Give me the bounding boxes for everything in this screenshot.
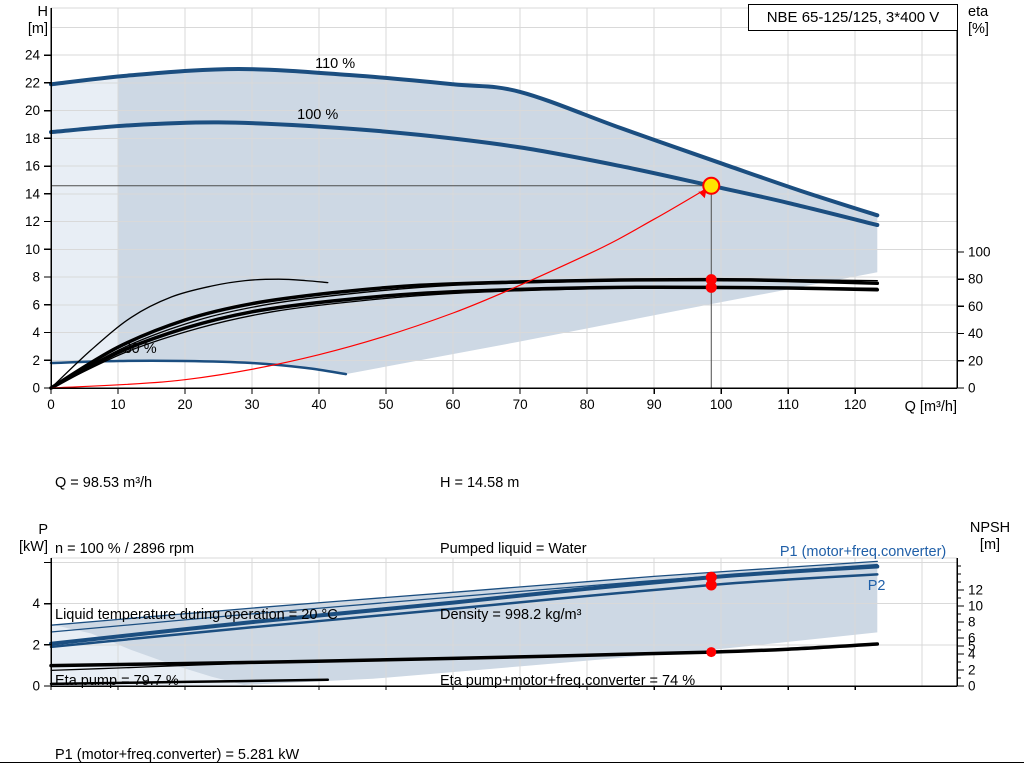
svg-text:2: 2 (32, 353, 40, 368)
pump-model-title: NBE 65-125/125, 3*400 V (748, 4, 958, 31)
svg-text:12: 12 (25, 214, 40, 229)
low-flow-region (51, 76, 118, 363)
svg-text:22: 22 (25, 75, 40, 90)
info-line: Pumped liquid = Water (440, 541, 587, 557)
svg-text:30: 30 (245, 397, 260, 412)
eta-total-point-marker (705, 281, 717, 293)
svg-text:40: 40 (312, 397, 327, 412)
svg-text:14: 14 (25, 186, 41, 201)
svg-text:90: 90 (647, 397, 662, 412)
curve-eta-pump-110 (50, 278, 878, 389)
svg-text:50: 50 (379, 397, 394, 412)
tick-marks (44, 54, 964, 394)
svg-text:0: 0 (968, 381, 976, 396)
power-envelope (51, 561, 878, 686)
svg-text:2: 2 (32, 637, 40, 652)
curve-label: 30 % (124, 341, 157, 357)
curve-eta-reduced-speed (50, 278, 329, 389)
svg-text:0: 0 (47, 397, 55, 412)
svg-text:4: 4 (968, 647, 976, 662)
svg-text:18: 18 (25, 131, 40, 146)
info-line: n = 100 % / 2896 rpm (55, 541, 195, 557)
svg-text:20: 20 (25, 103, 40, 118)
h-axis-title: H [m] (27, 4, 48, 37)
system-curve-arrowhead-icon (698, 190, 707, 199)
eta-pump-point-marker (705, 274, 717, 286)
svg-text:6: 6 (968, 631, 976, 646)
info-line: Liquid temperature during operation = 20… (55, 607, 338, 623)
npsh-point-marker (706, 647, 717, 658)
p-axis-title: P [kW] (19, 522, 48, 555)
svg-text:40: 40 (968, 326, 983, 341)
svg-text:24: 24 (25, 48, 41, 63)
duty-point-marker[interactable] (702, 176, 721, 195)
svg-text:110: 110 (777, 397, 799, 412)
svg-text:100: 100 (968, 244, 991, 259)
svg-text:6: 6 (32, 297, 40, 312)
svg-text:12: 12 (968, 583, 983, 598)
svg-text:10: 10 (25, 242, 40, 257)
svg-text:4: 4 (32, 596, 40, 611)
curve-p1-110-upper (50, 560, 878, 626)
svg-text:8: 8 (968, 615, 976, 630)
svg-text:100: 100 (710, 397, 733, 412)
info-line: Eta pump+motor+freq.converter = 74 % (440, 673, 696, 689)
head-efficiency-chart: 0 10 20 30 40 50 60 70 80 90 100 110 120024681012141… (25, 7, 991, 412)
svg-text:60: 60 (968, 299, 983, 314)
curve-label: P2 (868, 578, 886, 594)
svg-text:4: 4 (32, 325, 40, 340)
svg-text:8: 8 (32, 270, 40, 285)
svg-text:80: 80 (580, 397, 595, 412)
curve-system-curve (50, 185, 712, 389)
info-line: Eta pump = 79.7 % (55, 673, 179, 689)
svg-text:70: 70 (513, 397, 528, 412)
svg-text:2: 2 (968, 663, 976, 678)
eta-axis-title: eta [%] (968, 4, 989, 37)
curve-npsh (49, 642, 880, 668)
svg-text:120: 120 (844, 397, 867, 412)
info-line: Density = 998.2 kg/m³ (440, 607, 582, 623)
svg-text:0: 0 (968, 679, 976, 694)
curve-label: 110 % (315, 56, 355, 72)
svg-text:10: 10 (110, 397, 125, 412)
tick-marks (44, 561, 964, 690)
curve-label: 100 % (297, 107, 338, 123)
curve-eta-total-110 (50, 286, 878, 389)
svg-text:0: 0 (32, 381, 40, 396)
q-axis-title: Q [m³/h] (904, 399, 957, 415)
curve-label: P1 (motor+freq.converter) (780, 544, 946, 560)
p1-point-marker (705, 571, 717, 583)
duty-info-right: H = 14.58 m Pumped liquid = Water Densit… (440, 428, 695, 736)
curve-speed-30 (49, 359, 348, 376)
curve-p1-100 (49, 564, 880, 646)
svg-text:60: 60 (446, 397, 461, 412)
curve-speed-110 (49, 66, 880, 218)
svg-text:80: 80 (968, 272, 983, 287)
svg-text:5: 5 (968, 639, 976, 654)
npsh-axis-title: NPSH [m] (969, 520, 1011, 553)
power-info: P1 (motor+freq.converter) = 5.281 kW P2 … (55, 699, 299, 781)
svg-text:0: 0 (32, 679, 40, 694)
pump-model-label: NBE 65-125/125, 3*400 V (766, 9, 940, 26)
info-line: P1 (motor+freq.converter) = 5.281 kW (55, 747, 300, 763)
curve-speed-100 (49, 120, 880, 227)
info-line: H = 14.58 m (440, 475, 520, 491)
info-line: Q = 98.53 m³/h (55, 475, 153, 491)
tick-labels: 0 10 20 30 40 50 60 70 80 90 100 110 120024681012141… (25, 48, 991, 412)
duty-info-left: Q = 98.53 m³/h n = 100 % / 2896 rpm Liqu… (55, 428, 338, 736)
svg-text:16: 16 (25, 159, 40, 174)
curve-p2-100 (49, 573, 879, 649)
svg-text:20: 20 (178, 397, 193, 412)
curve-p-30 (49, 678, 330, 686)
bottom-divider (0, 762, 1024, 763)
p2-point-marker (705, 579, 717, 591)
svg-text:10: 10 (968, 599, 983, 614)
svg-text:20: 20 (968, 353, 983, 368)
